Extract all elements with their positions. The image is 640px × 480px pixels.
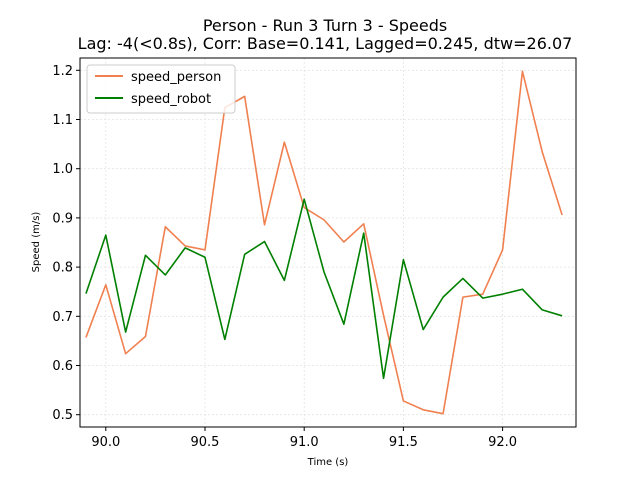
- legend-label-speed-robot: speed_robot: [131, 92, 211, 107]
- y-tick-label: 0.9: [52, 211, 73, 226]
- x-axis: 90.0 90.5 91.0 91.5 92.0: [91, 427, 517, 450]
- x-tick-label: 91.0: [290, 435, 319, 450]
- y-axis-label: Speed (m/s): [31, 212, 42, 273]
- y-tick-label: 0.5: [52, 408, 73, 423]
- x-axis-label: Time (s): [307, 457, 349, 468]
- y-tick-label: 1.0: [52, 162, 73, 177]
- chart-subtitle: Lag: -4(<0.8s), Corr: Base=0.141, Lagged…: [78, 34, 573, 53]
- plot-frame: [79, 57, 577, 428]
- chart-title: Person - Run 3 Turn 3 - Speeds: [203, 16, 447, 35]
- x-tick-label: 90.5: [191, 435, 220, 450]
- series-line-speed-robot: [85, 198, 563, 380]
- series-layer: [85, 70, 563, 415]
- legend-label-speed-person: speed_person: [131, 70, 221, 85]
- x-tick-label: 92.0: [488, 435, 517, 450]
- y-tick-label: 0.7: [52, 310, 73, 325]
- x-tick-label: 91.5: [389, 435, 418, 450]
- legend: speed_person speed_robot: [86, 64, 236, 114]
- y-tick-label: 0.8: [52, 261, 73, 276]
- y-tick-label: 1.2: [52, 64, 73, 79]
- series-line-speed-person: [85, 70, 563, 415]
- legend-box: [86, 64, 236, 114]
- y-tick-label: 0.6: [52, 359, 73, 374]
- x-tick-label: 90.0: [91, 435, 120, 450]
- grid: [80, 58, 576, 427]
- y-tick-label: 1.1: [52, 113, 73, 128]
- y-axis: 0.5 0.6 0.7 0.8 0.9 1.0 1.1 1.2: [52, 64, 80, 423]
